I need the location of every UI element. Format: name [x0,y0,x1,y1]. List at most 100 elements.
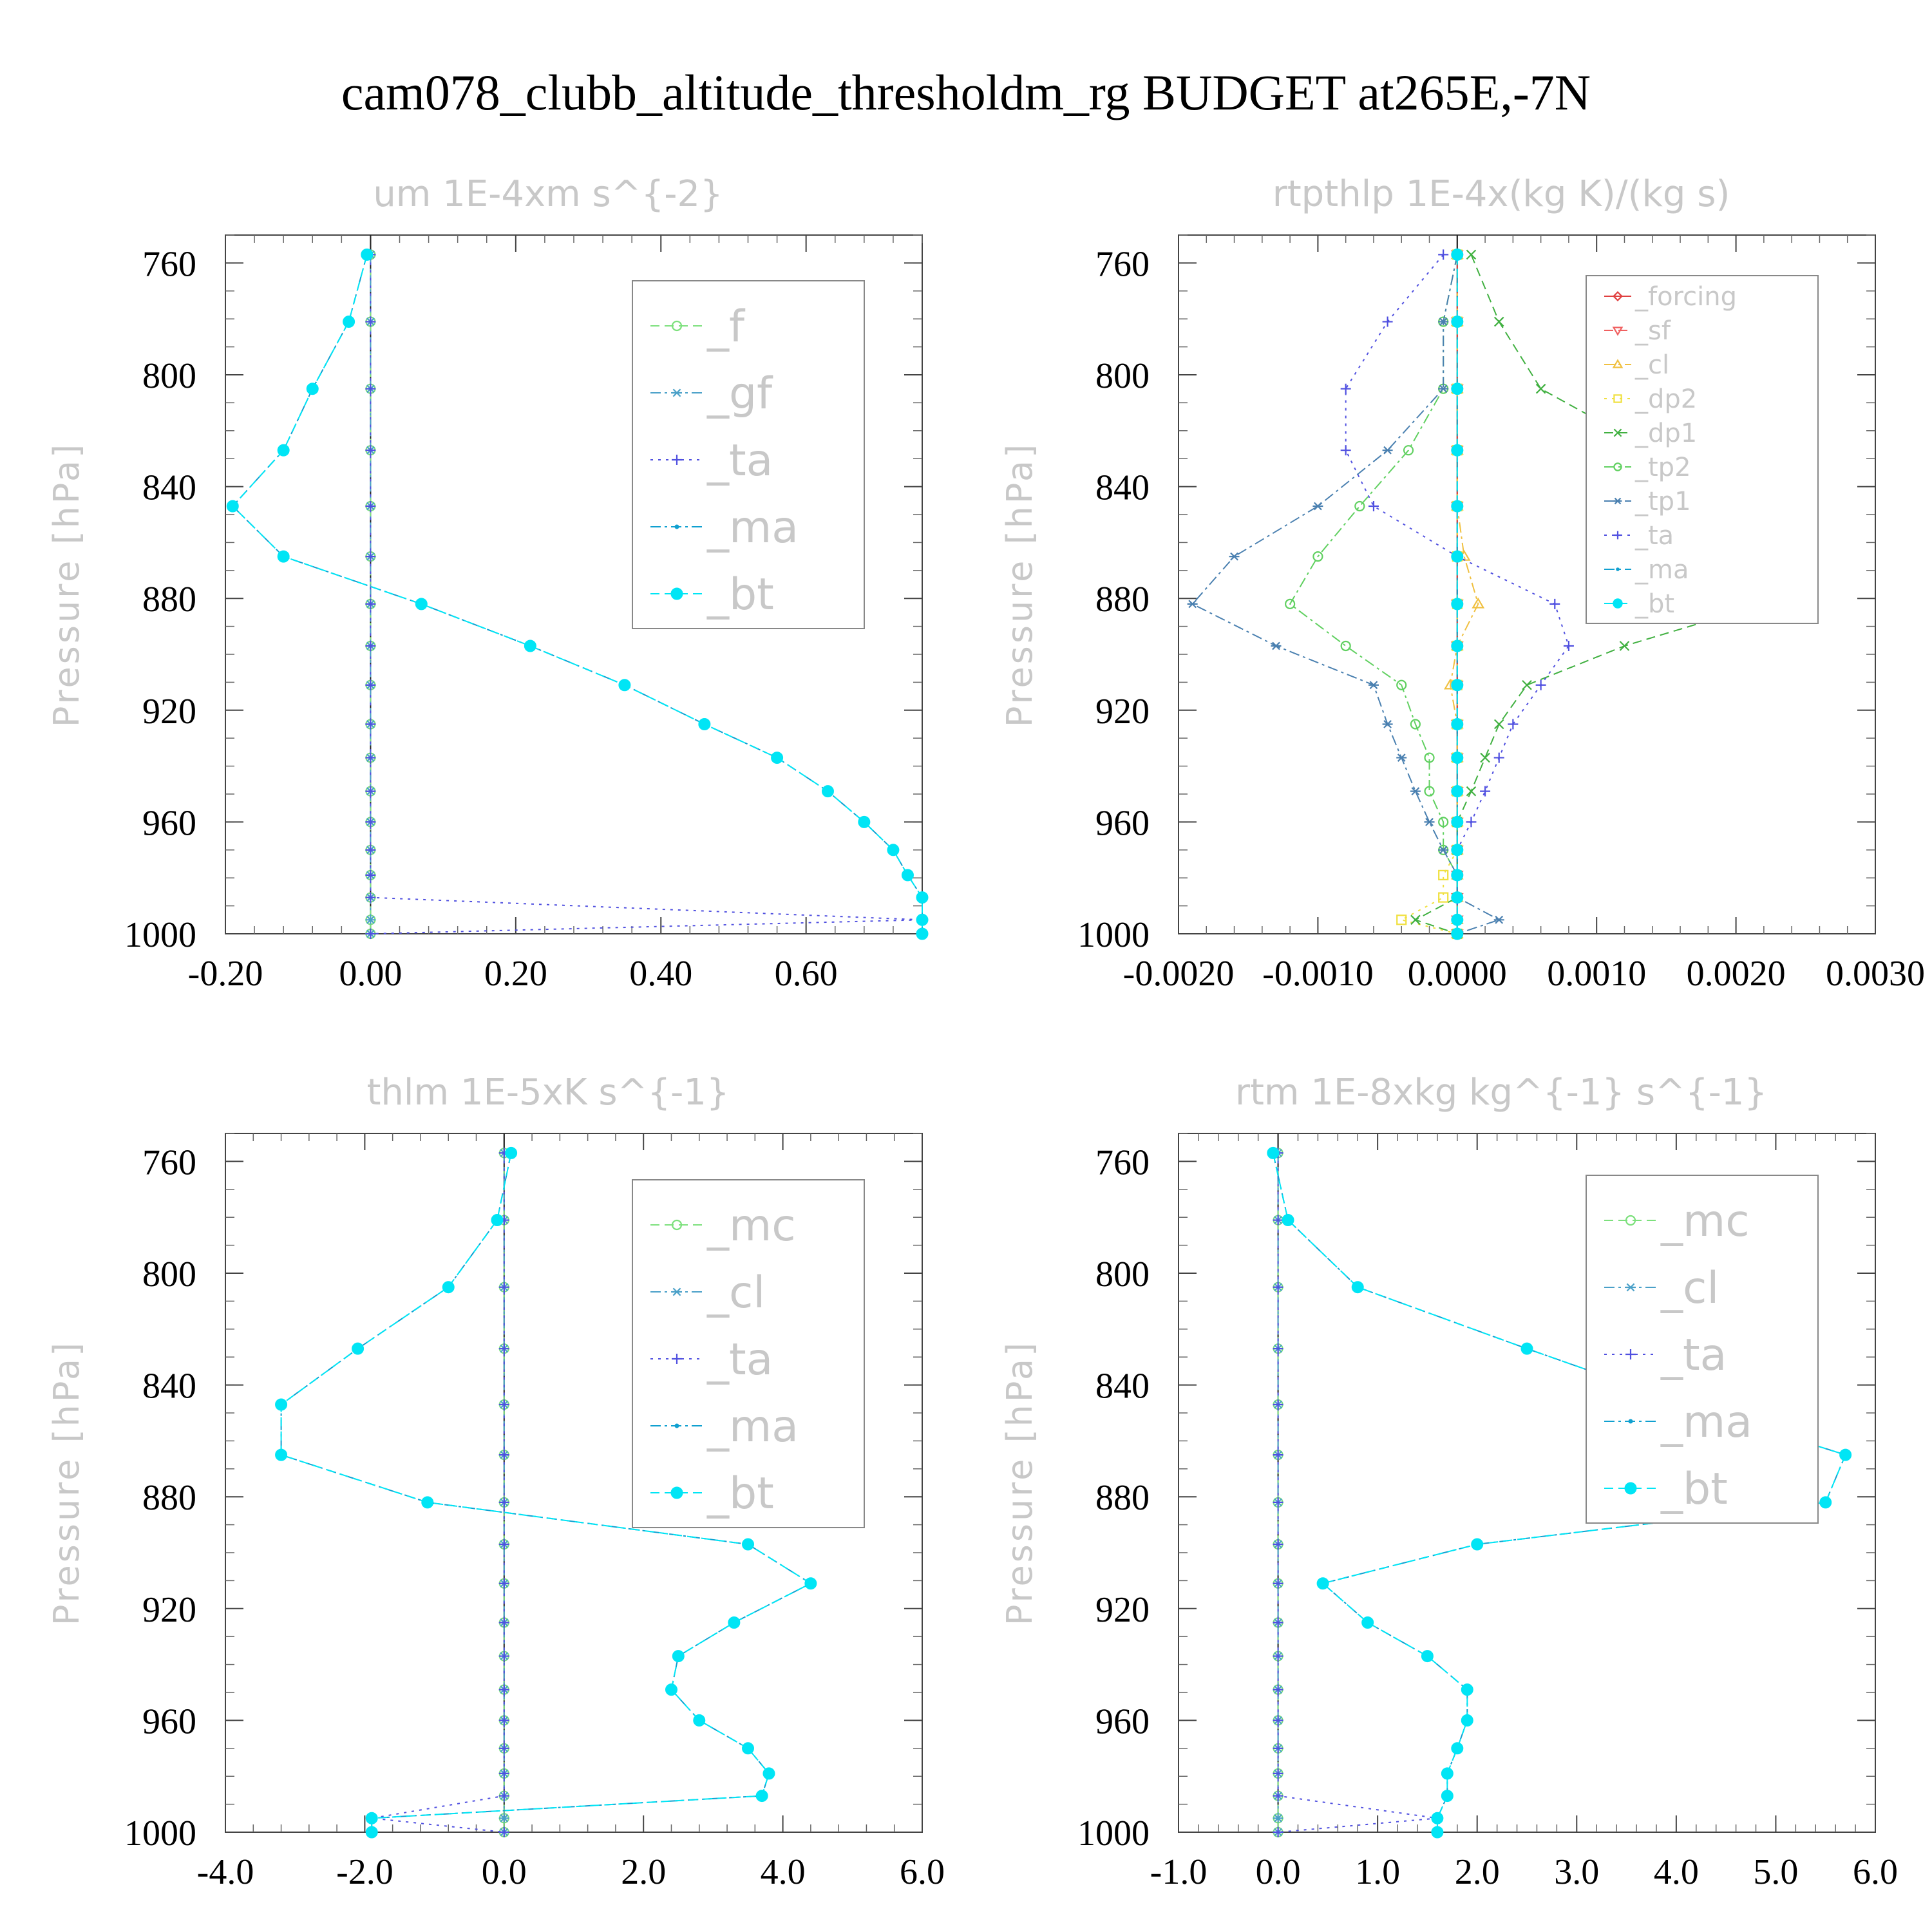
data-point [361,248,374,261]
data-point [498,1450,509,1461]
data-point [415,598,428,611]
data-point [1451,383,1464,395]
data-point [352,1342,365,1355]
data-point [1273,1827,1283,1837]
legend-label: _f [706,301,746,352]
data-point [1267,1146,1280,1159]
data-point [1451,785,1464,798]
x-tick-label: 0.0000 [1408,954,1507,994]
data-point [1451,500,1464,513]
data-point [1354,500,1365,512]
series-line [1272,1153,1846,1832]
data-point [1424,818,1435,826]
y-tick-label: 920 [142,692,196,732]
data-point [1282,1214,1294,1227]
data-point [1493,316,1504,327]
data-point [1273,1790,1283,1801]
legend-label: _bt [706,1468,774,1519]
data-point [1229,552,1240,561]
x-tick-label: 4.0 [1654,1852,1699,1892]
plot-frame [225,1133,923,1833]
data-point [1382,316,1393,327]
data-point [498,1497,509,1508]
y-tick-label: 800 [1095,356,1150,396]
data-point [442,1281,455,1294]
data-point [421,1496,434,1509]
data-point [1451,891,1464,904]
data-point [1421,1650,1434,1663]
legend-label: _ta [1634,521,1674,551]
data-point [1508,719,1519,730]
data-point [1403,445,1414,456]
series-line [231,254,923,934]
data-point [1535,679,1546,690]
y-axis-label: Pressure [hPa] [999,442,1040,727]
legend: _mc _cl _ta _ma _bt [632,1179,865,1528]
data-point [1410,719,1421,730]
data-point [1438,846,1449,855]
x-tick-label: 6.0 [900,1852,945,1892]
data-point [498,1399,509,1410]
legend-marker [1612,327,1624,336]
data-point [498,1715,509,1726]
legend-label: _ma [1660,1397,1752,1448]
data-point [1522,679,1532,690]
data-point [1368,681,1379,690]
data-point [498,1539,509,1549]
series-line [1191,254,1501,934]
data-point [901,869,914,882]
data-point [505,1146,518,1159]
legend-label: _ta [706,1334,773,1385]
data-point [1451,913,1464,926]
data-point [277,550,290,563]
x-tick-label: 0.20 [484,954,547,994]
data-point [1466,249,1477,260]
data-point [1451,316,1464,328]
y-tick-label: 760 [142,1142,196,1182]
series-line [1449,254,1479,934]
data-point [498,1282,509,1293]
legend-marker [672,388,682,397]
data-point [665,1683,677,1696]
data-point [1368,500,1379,511]
data-point [1285,598,1296,609]
data-point [1273,1617,1283,1628]
series-bt [226,248,929,940]
legend-marker [1613,291,1623,301]
data-point [1431,1826,1444,1839]
legend-marker [1613,598,1623,609]
data-point [275,1398,288,1411]
legend-marker [1625,1283,1636,1292]
legend-label: _cl [1660,1263,1719,1314]
x-tick-label: 0.00 [339,954,402,994]
data-point [1441,1767,1454,1780]
data-point [1273,1399,1283,1410]
x-tick-label: 0.0 [1256,1852,1301,1892]
legend-label: _bt [706,569,774,620]
legend-marker [1624,1482,1637,1495]
data-point [1461,1683,1473,1696]
data-point [858,815,871,828]
data-point [365,844,376,855]
y-tick-label: 1000 [1077,915,1150,955]
data-point [1493,915,1504,924]
y-tick-label: 840 [142,468,196,508]
data-point [1438,892,1449,903]
y-tick-label: 920 [142,1590,196,1630]
legend-label: _cl [1634,350,1669,380]
data-point [306,383,319,395]
data-point [916,927,929,940]
x-tick-label: 5.0 [1753,1852,1798,1892]
y-tick-label: 1000 [124,915,196,955]
y-tick-label: 1000 [124,1814,196,1853]
x-tick-label: 3.0 [1554,1852,1599,1892]
data-point [1273,1768,1283,1779]
y-axis-label: Pressure [hPa] [46,1340,87,1625]
data-point [1382,446,1393,455]
data-point [1340,640,1351,652]
panel-title: rtpthlp 1E-4x(kg K)/(kg s) [1273,173,1730,215]
y-tick-label: 920 [1095,1590,1150,1630]
data-point [1493,719,1504,730]
legend-label: _dp2 [1634,384,1697,414]
data-point [1480,786,1491,797]
